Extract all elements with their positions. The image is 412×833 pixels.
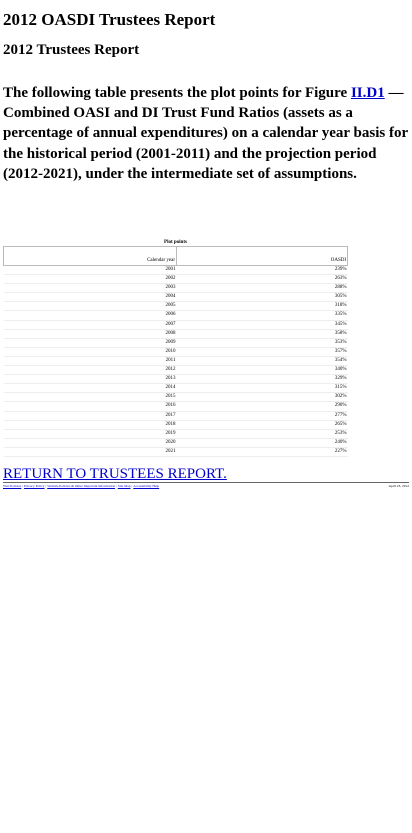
oasdi-cell: 253% [176, 429, 348, 439]
table-row: 2011 354% [3, 356, 348, 367]
column-header-year: Calendar year [3, 246, 177, 267]
year-cell: 2011 [3, 356, 177, 367]
oasdi-cell: 239% [176, 265, 348, 276]
table-row: 2020 240% [3, 438, 348, 448]
year-cell: 2012 [3, 365, 177, 376]
table-row: 2016 290% [3, 401, 348, 412]
year-cell: 2002 [3, 274, 177, 285]
footer-separator: | [131, 483, 133, 488]
year-cell: 2018 [3, 420, 177, 430]
table-row: 2003 288% [3, 283, 348, 294]
plot-table-container: Plot points Calendar year OASDI 2001 239%… [3, 239, 348, 457]
year-cell: 2007 [3, 320, 177, 330]
footer-link[interactable]: Privacy Policy [24, 483, 45, 488]
footer-link[interactable]: Accessibility Help [133, 483, 160, 488]
year-cell: 2014 [3, 383, 177, 394]
table-row: 2009 353% [3, 338, 348, 348]
oasdi-cell: 290% [176, 401, 348, 412]
year-cell: 2020 [3, 438, 177, 448]
table-row: 2017 277% [3, 411, 348, 421]
year-cell: 2010 [3, 347, 177, 357]
oasdi-cell: 357% [176, 347, 348, 357]
oasdi-cell: 263% [176, 274, 348, 285]
footer-link[interactable]: Web Policies [3, 483, 22, 488]
footer-separator: | [45, 483, 47, 488]
table-row: 2005 318% [3, 301, 348, 312]
footer-link[interactable]: Site Map [117, 483, 131, 488]
year-cell: 2013 [3, 374, 177, 385]
oasdi-cell: 240% [176, 438, 348, 448]
oasdi-cell: 335% [176, 310, 348, 321]
table-row: 2008 358% [3, 329, 348, 339]
year-cell: 2006 [3, 310, 177, 321]
footer-links: Web Policies|Privacy Policy|Website Poli… [3, 484, 159, 488]
report-title: 2012 Trustees Report [3, 42, 140, 58]
year-cell: 2001 [3, 265, 177, 276]
oasdi-cell: 354% [176, 356, 348, 367]
table-row: 2004 305% [3, 292, 348, 303]
year-cell: 2015 [3, 392, 177, 403]
table-row: 2018 265% [3, 420, 348, 430]
oasdi-cell: 227% [176, 447, 348, 457]
table-row: 2007 345% [3, 320, 348, 330]
document-title: 2012 OASDI Trustees Report [3, 10, 216, 29]
oasdi-cell: 288% [176, 283, 348, 294]
table-row: 2021 227% [3, 447, 348, 457]
year-cell: 2019 [3, 429, 177, 439]
oasdi-cell: 277% [176, 411, 348, 421]
oasdi-cell: 340% [176, 365, 348, 376]
table-row: 2012 340% [3, 365, 348, 376]
table-row: 2010 357% [3, 347, 348, 357]
table-header-row: Calendar year OASDI [3, 246, 348, 267]
table-caption: Plot points [164, 240, 187, 246]
intro-heading: The following table presents the plot po… [3, 83, 409, 184]
year-cell: 2003 [3, 283, 177, 294]
footer-separator: | [22, 483, 23, 488]
oasdi-cell: 305% [176, 292, 348, 303]
intro-text-after: — Combined OASI and DI Trust Fund Ratios… [3, 85, 408, 182]
year-cell: 2016 [3, 401, 177, 412]
footer-date: April 23, 2012 [388, 483, 409, 488]
figure-link[interactable]: II.D1 [350, 85, 385, 101]
oasdi-cell: 315% [176, 383, 348, 394]
oasdi-cell: 329% [176, 374, 348, 385]
column-header-oasdi: OASDI [176, 246, 348, 267]
year-cell: 2004 [3, 292, 177, 303]
year-cell: 2008 [3, 329, 177, 339]
oasdi-cell: 353% [176, 338, 348, 348]
oasdi-cell: 318% [176, 301, 348, 312]
table-row: 2002 263% [3, 274, 348, 285]
table-row: 2006 335% [3, 310, 348, 321]
year-cell: 2021 [3, 447, 177, 457]
oasdi-cell: 302% [176, 392, 348, 403]
page: 2012 OASDI Trustees Report 2012 Trustees… [0, 10, 412, 489]
intro-text-before: The following table presents the plot po… [3, 85, 351, 101]
table-row: 2014 315% [3, 383, 348, 394]
footer: Web Policies|Privacy Policy|Website Poli… [3, 483, 409, 489]
table-row: 2019 253% [3, 429, 348, 439]
table-row: 2001 239% [3, 265, 348, 276]
footer-separator: | [116, 483, 117, 488]
oasdi-cell: 345% [176, 320, 348, 330]
oasdi-cell: 358% [176, 329, 348, 339]
year-cell: 2005 [3, 301, 177, 312]
plot-points-table: Calendar year OASDI 2001 239% 2002 263% 2003… [3, 246, 348, 457]
footer-divider [3, 481, 409, 483]
footer-link[interactable]: Website Policies & Other Important Infor… [47, 483, 116, 488]
year-cell: 2009 [3, 338, 177, 348]
return-to-report-link[interactable]: RETURN TO TRUSTEES REPORT. [3, 465, 227, 482]
oasdi-cell: 265% [176, 420, 348, 430]
table-row: 2013 329% [3, 374, 348, 385]
year-cell: 2017 [3, 411, 177, 421]
table-row: 2015 302% [3, 392, 348, 403]
